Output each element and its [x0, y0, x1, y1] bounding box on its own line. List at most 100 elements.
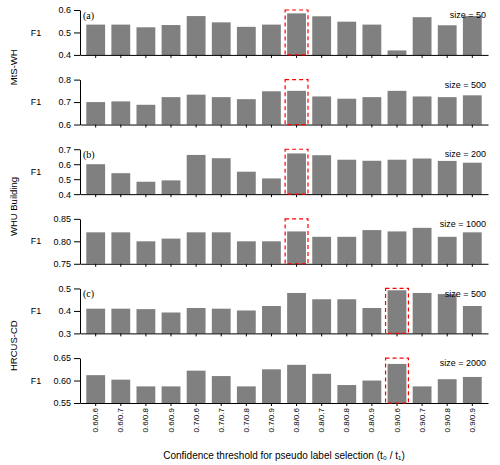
- x-tick-mark: [246, 194, 247, 197]
- y-tick: 0.75: [53, 259, 80, 269]
- x-tick-mark: [171, 264, 172, 267]
- x-tick: [371, 333, 372, 336]
- x-tick-mark: [296, 333, 297, 336]
- bar: [287, 231, 306, 263]
- x-tick-mark: [346, 194, 347, 197]
- bar: [187, 308, 206, 333]
- x-tick: [145, 333, 146, 336]
- x-tick-mark: [396, 264, 397, 267]
- highlight-box: [285, 80, 308, 125]
- y-tick: 0.8: [58, 75, 80, 85]
- x-tick: [221, 264, 222, 267]
- x-tick: [321, 264, 322, 267]
- y-axis: 0.750.800.85: [53, 214, 80, 269]
- bar: [337, 22, 356, 55]
- bar: [438, 161, 457, 194]
- x-tick-mark: [472, 125, 473, 128]
- y-tick-mark: [74, 125, 80, 126]
- x-tick: 0.9/0.7: [418, 403, 427, 432]
- bar: [111, 232, 130, 263]
- x-tick-label: 0.7/0.6: [192, 407, 201, 432]
- x-tick-mark: [95, 333, 96, 336]
- y-tick-label: 0.7: [58, 97, 71, 107]
- x-axis-line: [81, 125, 489, 126]
- y-axis-line: [80, 80, 81, 125]
- highlight-box: [386, 358, 409, 403]
- bar: [312, 374, 331, 403]
- x-tick-mark: [95, 264, 96, 267]
- x-tick: [196, 264, 197, 267]
- x-tick-mark: [145, 264, 146, 267]
- x-axis-line: [81, 333, 489, 334]
- bar: [388, 290, 407, 333]
- x-axis: [81, 194, 489, 197]
- x-tick-mark: [422, 125, 423, 128]
- bar: [463, 377, 482, 403]
- bar: [212, 376, 231, 403]
- y-tick-mark: [74, 403, 80, 404]
- y-axis: 0.60.70.8: [58, 75, 80, 130]
- bar: [438, 379, 457, 403]
- y-tick-mark: [74, 381, 80, 382]
- x-axis-line: [81, 55, 489, 56]
- bar: [212, 22, 231, 55]
- x-tick: [271, 55, 272, 58]
- bar: [337, 160, 356, 194]
- x-tick-mark: [171, 125, 172, 128]
- y-axis-line: [80, 359, 81, 404]
- x-tick: [120, 55, 121, 58]
- highlight-box: [285, 149, 308, 194]
- bar: [287, 153, 306, 194]
- x-tick-mark: [145, 55, 146, 58]
- x-tick: [171, 194, 172, 197]
- x-tick-mark: [246, 55, 247, 58]
- y-axis: 0.30.40.5: [58, 284, 80, 339]
- x-axis-line: [81, 264, 489, 265]
- x-tick-mark: [396, 125, 397, 128]
- x-tick-mark: [346, 264, 347, 267]
- chart-container: 0.40.50.6F1size = 50(a)MtS-WH0.60.70.8F1…: [0, 0, 500, 465]
- y-tick-mark: [74, 288, 80, 289]
- x-tick: [447, 55, 448, 58]
- x-tick-mark: [171, 333, 172, 336]
- x-tick-mark: [246, 403, 247, 406]
- x-tick: [321, 333, 322, 336]
- x-tick-label: 0.9/0.7: [418, 407, 427, 432]
- x-tick: [321, 55, 322, 58]
- x-tick: [371, 194, 372, 197]
- bar: [187, 95, 206, 125]
- x-tick-label: 0.6/0.8: [141, 407, 150, 432]
- y-tick-mark: [74, 179, 80, 180]
- panel-letter: (a): [83, 10, 94, 22]
- bars: [86, 13, 481, 55]
- panel: 0.750.800.85F1size = 1000: [31, 214, 489, 465]
- bar: [413, 228, 432, 264]
- size-label: size = 200: [445, 149, 486, 159]
- x-tick: [171, 264, 172, 267]
- x-tick: [196, 333, 197, 336]
- bar: [262, 25, 281, 55]
- x-tick: [472, 194, 473, 197]
- highlight-box: [285, 219, 308, 264]
- x-tick: [296, 333, 297, 336]
- y-tick: 0.7: [58, 145, 80, 155]
- x-tick: [120, 194, 121, 197]
- x-tick: [246, 125, 247, 128]
- bar: [162, 312, 181, 333]
- x-tick: 0.7/0.8: [242, 403, 251, 432]
- x-tick-mark: [271, 125, 272, 128]
- bar: [413, 293, 432, 333]
- x-tick-mark: [221, 264, 222, 267]
- y-tick-label: 0.4: [58, 306, 71, 316]
- x-tick: [422, 55, 423, 58]
- bars: [86, 91, 481, 125]
- x-tick-mark: [171, 403, 172, 406]
- x-tick-mark: [196, 194, 197, 197]
- x-tick: [171, 125, 172, 128]
- bar: [312, 299, 331, 333]
- x-tick-mark: [371, 125, 372, 128]
- bar: [362, 230, 381, 264]
- bar: [86, 232, 105, 263]
- bar: [337, 237, 356, 264]
- x-tick: [472, 125, 473, 128]
